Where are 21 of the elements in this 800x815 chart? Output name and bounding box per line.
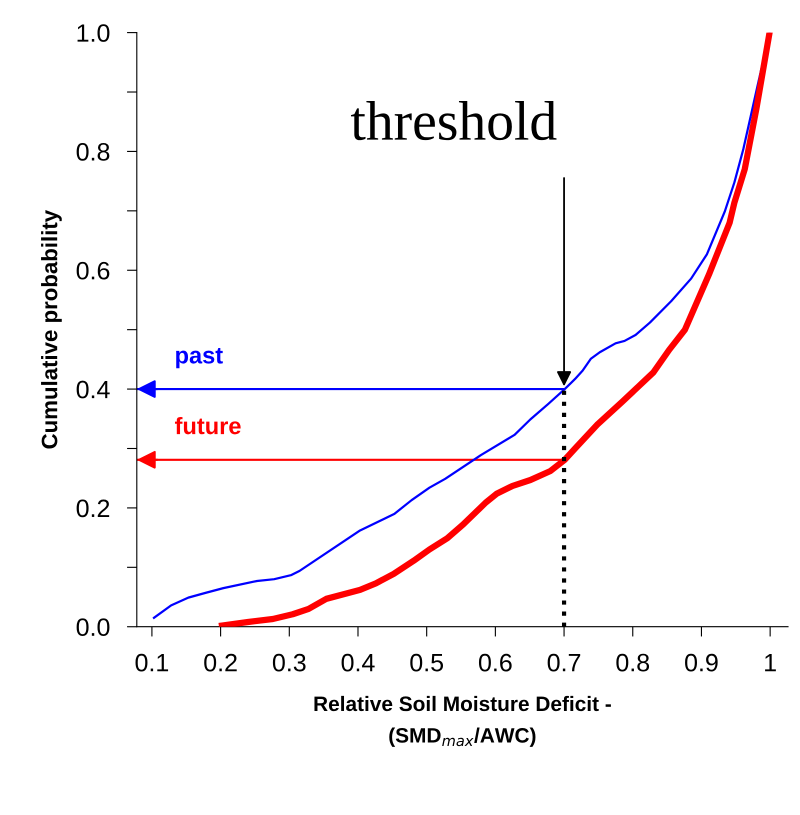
y-tick-label: 0.2 — [76, 500, 110, 518]
y-tick-label: 1.0 — [78, 24, 110, 42]
x-tick-label: 0.1 — [136, 654, 168, 672]
y-tick-label: 0.0 — [76, 618, 110, 636]
text: past — [176, 348, 223, 368]
x-tick-label: 0.7 — [548, 654, 580, 672]
annotation: threshold — [350, 101, 557, 140]
x-tick-label: 0.2 — [204, 654, 237, 672]
x-tick-label: 0.9 — [685, 654, 718, 672]
y-tick-label: 0.6 — [76, 262, 110, 280]
y-tick-label: 0.4 — [76, 380, 110, 398]
y-axis-title: Cumulative probability — [41, 210, 62, 449]
text: future — [174, 416, 241, 434]
y-tick-label: 0.8 — [76, 143, 110, 161]
x-axis-title: Relative Soil Moisture Deficit - (SMD$_{max}$/AWC) — [314, 696, 611, 747]
x-tick-label: 1 — [765, 654, 776, 672]
x-tick-label: 0.5 — [410, 654, 444, 672]
x-tick-label: 0.4 — [342, 654, 375, 672]
x-tick-label: 0.3 — [272, 654, 306, 672]
x-tick-label: 0.8 — [616, 654, 650, 672]
x-tick-label: 0.6 — [478, 654, 512, 672]
